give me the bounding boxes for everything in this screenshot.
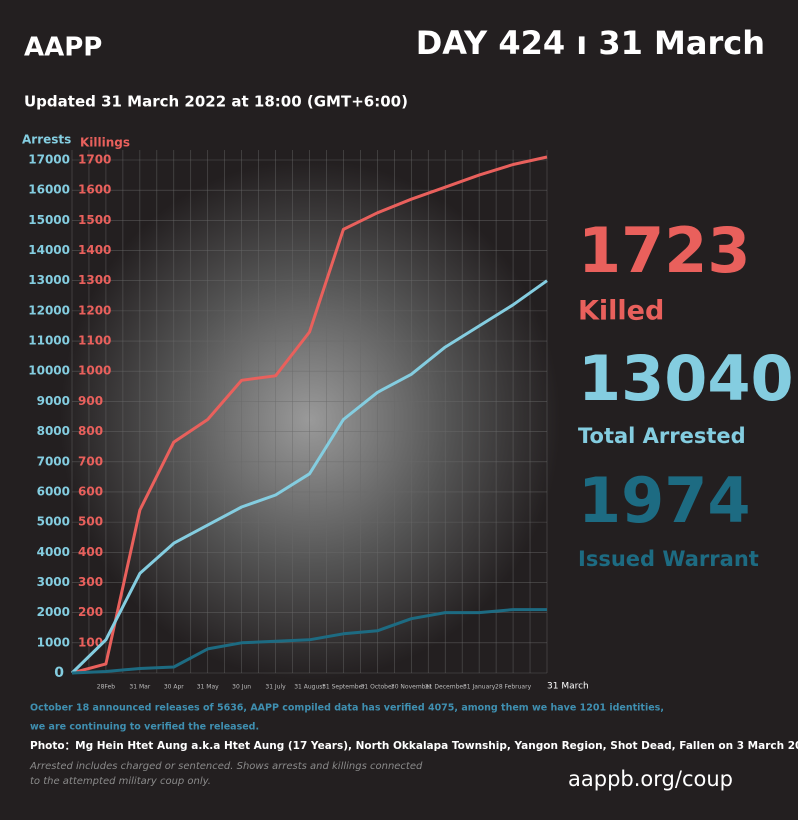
- y-axis-label: Arrests: [22, 133, 71, 147]
- x-tick-label: 31 Mar: [129, 684, 150, 691]
- y2-tick-label: 1100: [78, 334, 111, 348]
- series-line: [71, 608, 547, 675]
- y-tick-label: 7000: [37, 454, 70, 468]
- x-tick-label: 31 January: [463, 684, 496, 691]
- y2-tick-label: 400: [78, 545, 103, 559]
- y2-tick-label: 700: [78, 454, 103, 468]
- note: October 18 announced releases of 5636, A…: [30, 703, 664, 714]
- x-tick-label: 31 December: [425, 684, 466, 691]
- x-tick-label: 28Feb: [97, 684, 115, 691]
- y-tick-label: 8000: [37, 424, 70, 438]
- stat-label: Issued Warrant: [578, 547, 759, 571]
- photo-backdrop: [60, 160, 560, 680]
- series-line: [71, 155, 548, 675]
- brand: AAPP: [24, 33, 102, 63]
- day-title: DAY 424 ı 31 March: [416, 24, 765, 62]
- url: aappb.org/coup: [568, 767, 733, 791]
- x-tick-label: 31 August: [294, 684, 325, 691]
- y-tick-label: 16000: [28, 183, 70, 197]
- x-tick-label: 30 November: [391, 684, 432, 691]
- y-tick-label: 17000: [28, 153, 70, 167]
- y-tick-label: 10000: [28, 364, 70, 378]
- series-line: [70, 279, 548, 675]
- updated: Updated 31 March 2022 at 18:00 (GMT+6:00…: [24, 93, 408, 111]
- x-tick-label: 28 February: [495, 684, 532, 691]
- y2-tick-label: 100: [78, 635, 103, 649]
- y2-tick-label: 500: [78, 515, 103, 529]
- y-tick-label: 14000: [28, 243, 70, 257]
- y2-tick-label: 1200: [78, 303, 111, 317]
- y2-tick-label: 900: [78, 394, 103, 408]
- y-tick-label: 2000: [37, 605, 70, 619]
- x-tick-label: 31 May: [197, 684, 219, 691]
- stat-value: 13040: [578, 342, 794, 415]
- y-tick-label: 0: [54, 665, 64, 681]
- y2-tick-label: 200: [78, 605, 103, 619]
- y2-tick-label: 600: [78, 484, 103, 498]
- x-tick-label: 31 July: [265, 684, 286, 691]
- y-tick-label: 12000: [28, 303, 70, 317]
- y-tick-label: 3000: [37, 575, 70, 589]
- y2-tick-label: 1700: [78, 153, 111, 167]
- stat-value: 1974: [578, 464, 751, 537]
- x-tick-label: 30 Apr: [164, 684, 184, 691]
- y2-tick-label: 300: [78, 575, 103, 589]
- y-tick-label: 5000: [37, 515, 70, 529]
- x-tick-label: 31 March: [547, 682, 589, 692]
- y2-tick-label: 1600: [78, 183, 111, 197]
- stat-label: Total Arrested: [578, 424, 746, 448]
- y-tick-label: 4000: [37, 545, 70, 559]
- disclaimer: Arrested includes charged or sentenced. …: [29, 761, 423, 772]
- disclaimer: to the attempted military coup only.: [30, 776, 211, 787]
- y2-tick-label: 1300: [78, 273, 111, 287]
- photo-credit: Photo：Mg Hein Htet Aung a.k.a Htet Aung …: [30, 740, 798, 752]
- y2-tick-label: 1000: [78, 364, 111, 378]
- note: we are continuing to verified the releas…: [30, 722, 259, 733]
- x-tick-label: 30 Jun: [232, 684, 251, 691]
- y-tick-label: 11000: [28, 334, 70, 348]
- y-tick-label: 6000: [37, 484, 70, 498]
- y2-tick-label: 800: [78, 424, 103, 438]
- stat-value: 1723: [578, 214, 751, 287]
- y-tick-label: 9000: [37, 394, 70, 408]
- y-tick-label: 13000: [28, 273, 70, 287]
- x-tick-label: 31 October: [361, 684, 395, 691]
- y-tick-label: 15000: [28, 213, 70, 227]
- stat-label: Killed: [578, 296, 664, 327]
- y2-axis-label: Killings: [80, 136, 130, 150]
- x-tick-label: 31 September: [322, 684, 365, 691]
- y-tick-label: 1000: [37, 635, 70, 649]
- y2-tick-label: 1400: [78, 243, 111, 257]
- y2-tick-label: 1500: [78, 213, 111, 227]
